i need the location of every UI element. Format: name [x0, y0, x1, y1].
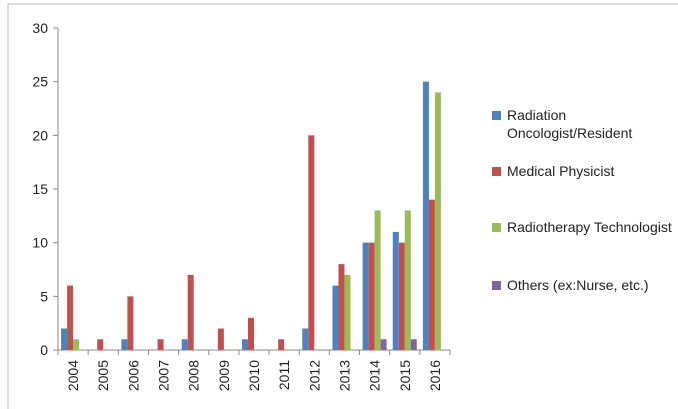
bar [392, 231, 399, 350]
bar [368, 242, 375, 350]
y-tick-label: 10 [32, 235, 48, 251]
bar [374, 210, 381, 350]
x-tick-label: 2016 [427, 360, 443, 391]
x-tick-label: 2014 [367, 360, 383, 391]
x-tick-label: 2009 [216, 360, 232, 391]
bar [404, 210, 411, 350]
x-tick-label: 2006 [125, 360, 141, 391]
x-tick-label: 2015 [397, 360, 413, 391]
bar [242, 339, 248, 350]
legend-entry: Others (ex:Nurse, etc.) [492, 276, 672, 294]
bar [248, 317, 254, 350]
bar [121, 339, 128, 350]
legend-swatch [492, 167, 501, 176]
x-tick-label: 2012 [306, 360, 322, 391]
y-tick-label: 5 [40, 288, 48, 304]
legend-label: Radiation Oncologist/Resident [507, 107, 633, 141]
bar [217, 328, 224, 350]
bar [97, 339, 104, 350]
y-tick-label: 15 [32, 181, 48, 197]
y-tick-label: 20 [32, 127, 48, 143]
frame [7, 3, 678, 409]
x-tick-label: 2013 [336, 360, 352, 391]
bar [278, 339, 285, 350]
bar [157, 339, 164, 350]
legend-swatch [492, 223, 501, 232]
legend-entry: Radiotherapy Technologist [492, 218, 672, 236]
bar [410, 339, 417, 350]
bar [127, 296, 134, 350]
bar [344, 274, 351, 350]
bar [434, 92, 441, 351]
bar [73, 339, 80, 350]
x-tick-label: 2008 [186, 360, 202, 391]
legend-label: Medical Physicist [507, 163, 615, 179]
legend-swatch [492, 111, 501, 120]
bar [380, 339, 387, 350]
legend-label: Others (ex:Nurse, etc.) [507, 277, 649, 293]
bar [61, 328, 68, 350]
x-tick-label: 2010 [246, 360, 262, 391]
x-tick-label: 2011 [276, 360, 292, 390]
bar [187, 274, 194, 350]
bar [428, 199, 435, 350]
legend-entry: Medical Physicist [492, 162, 672, 180]
x-tick-label: 2004 [65, 360, 81, 391]
bar [302, 328, 309, 350]
bar [362, 242, 369, 350]
y-tick-label: 25 [32, 74, 48, 90]
x-tick-label: 2005 [95, 360, 111, 391]
y-tick-label: 30 [32, 20, 48, 36]
legend-entry: Radiation Oncologist/Resident [492, 106, 672, 142]
x-tick-label: 2007 [156, 360, 172, 391]
bar [332, 285, 339, 350]
bar [181, 339, 188, 350]
bar [398, 242, 405, 350]
legend-label: Radiotherapy Technologist [507, 219, 672, 235]
bar [308, 135, 315, 350]
legend-swatch [492, 281, 501, 290]
bar [67, 285, 74, 350]
y-tick-label: 0 [40, 342, 48, 358]
bar [338, 264, 345, 350]
bar [422, 81, 429, 351]
